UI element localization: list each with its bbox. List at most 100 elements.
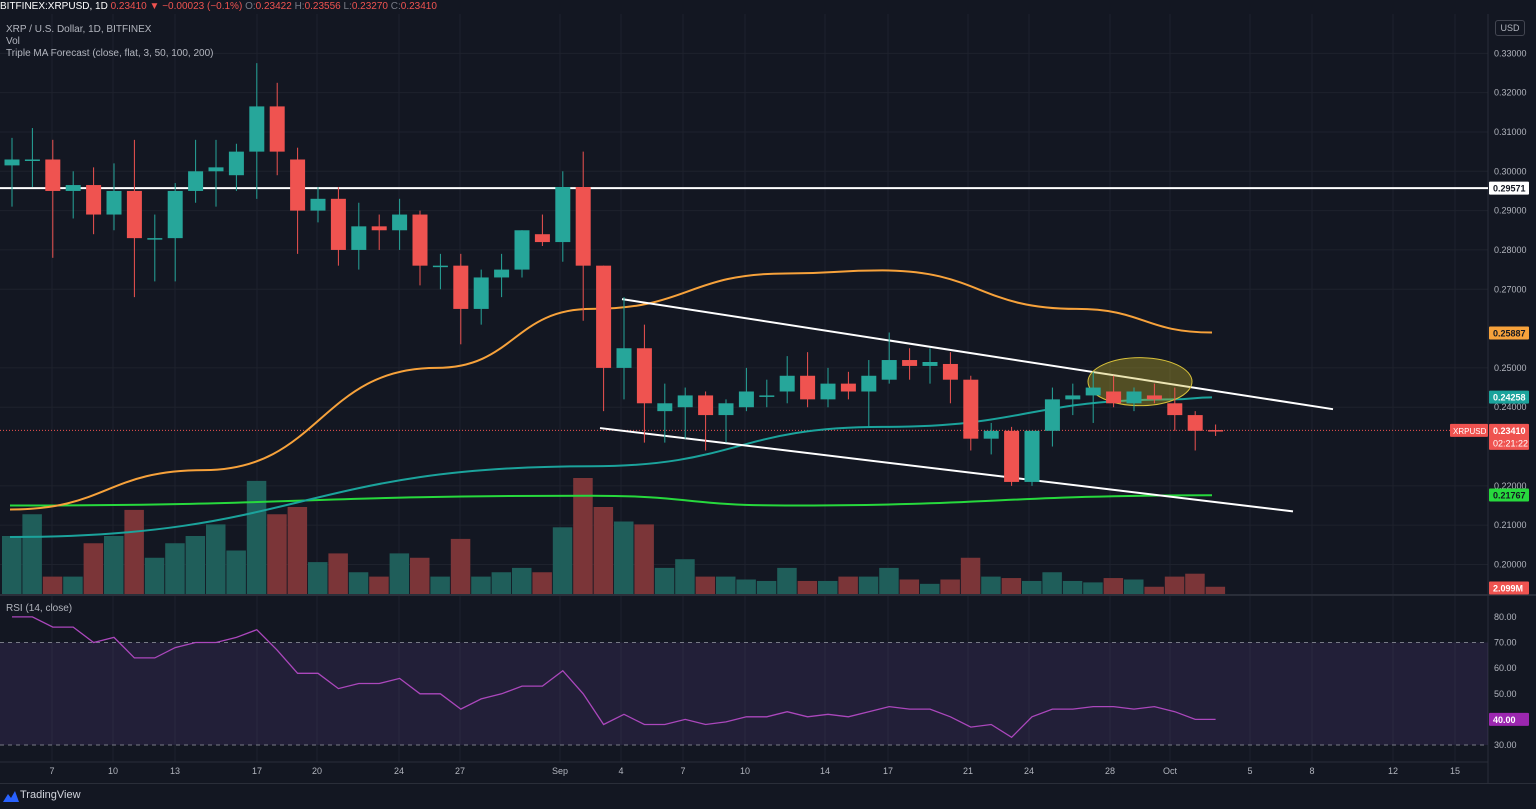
volume-bar bbox=[267, 514, 287, 594]
price-tick-label: 0.21000 bbox=[1494, 520, 1527, 530]
candle-body bbox=[330, 198, 346, 250]
volume-bar bbox=[838, 576, 858, 594]
time-tick-label: 20 bbox=[312, 766, 322, 776]
footer: TradingView bbox=[0, 783, 1536, 809]
resistance-price-label: 0.29571 bbox=[1493, 184, 1526, 194]
price-tick-label: 0.27000 bbox=[1494, 284, 1527, 294]
legend-volume[interactable]: Vol bbox=[6, 36, 20, 47]
time-tick-label: 10 bbox=[108, 766, 118, 776]
candle-body bbox=[514, 230, 530, 270]
price-tick-label: 0.33000 bbox=[1494, 48, 1527, 58]
volume-bar bbox=[83, 543, 104, 594]
volume-bar bbox=[1042, 572, 1062, 594]
legend-title[interactable]: XRP / U.S. Dollar, 1D, BITFINEX bbox=[6, 24, 152, 35]
volume-bar bbox=[960, 557, 981, 594]
volume-bar bbox=[63, 576, 83, 594]
candle-body bbox=[1065, 395, 1081, 400]
time-tick-label: 21 bbox=[963, 766, 973, 776]
candle-body bbox=[167, 190, 183, 239]
currency-button[interactable]: USD bbox=[1495, 20, 1525, 36]
candle-body bbox=[840, 383, 856, 392]
close-value: 0.23410 bbox=[400, 1, 437, 12]
candle-body bbox=[1167, 403, 1183, 416]
time-tick-label: 24 bbox=[394, 766, 404, 776]
rsi-value-bg bbox=[1489, 712, 1529, 726]
symbol-name[interactable]: BITFINEX:XRPUSD, 1D bbox=[0, 1, 108, 12]
time-tick-label: 4 bbox=[618, 766, 623, 776]
time-tick-label: 7 bbox=[49, 766, 54, 776]
rsi-tick-label: 70.00 bbox=[1494, 638, 1517, 648]
symbol-header: BITFINEX:XRPUSD, 1D 0.23410 ▼ −0.00023 (… bbox=[0, 1, 437, 12]
candle-body bbox=[657, 403, 673, 412]
time-tick-label: 28 bbox=[1105, 766, 1115, 776]
volume-bar bbox=[593, 507, 614, 594]
price-chart[interactable]: 7 10 13 17 20 24 27 Sep 4 7 10 14 17 21 24 28 Oct 5 8 12 15 0… bbox=[0, 0, 1536, 783]
candle-body bbox=[106, 190, 122, 215]
volume-bar bbox=[634, 524, 654, 594]
volume-bar bbox=[22, 514, 42, 594]
volume-bar bbox=[1124, 579, 1144, 594]
brand-name[interactable]: TradingView bbox=[20, 789, 81, 801]
last-name-bg bbox=[1450, 423, 1488, 437]
candle-body bbox=[902, 360, 918, 366]
time-tick-label: 15 bbox=[1450, 766, 1460, 776]
volume-bar bbox=[185, 536, 206, 594]
candle-body bbox=[412, 214, 428, 266]
price-tick-label: 0.30000 bbox=[1494, 166, 1527, 176]
volume-bar bbox=[246, 480, 267, 594]
volume-bar bbox=[104, 536, 124, 594]
candle-body bbox=[1085, 387, 1101, 396]
time-tick-label: 5 bbox=[1247, 766, 1252, 776]
candle-body bbox=[126, 190, 142, 239]
resistance-price-label-bg bbox=[1489, 181, 1529, 195]
volume-bar bbox=[410, 557, 430, 594]
price-change: −0.00023 (−0.1%) bbox=[162, 1, 243, 12]
time-tick-label: Oct bbox=[1163, 766, 1178, 776]
time-tick-label: 8 bbox=[1309, 766, 1314, 776]
volume-bar bbox=[695, 576, 716, 594]
candle-body bbox=[249, 106, 265, 152]
legend-rsi[interactable]: RSI (14, close) bbox=[6, 603, 73, 614]
volume-bar bbox=[654, 567, 675, 594]
price-tick-label: 0.28000 bbox=[1494, 245, 1527, 255]
candle-body bbox=[24, 159, 40, 161]
volume-bar bbox=[981, 576, 1001, 594]
volume-bar bbox=[1205, 586, 1226, 594]
time-tick-label: Sep bbox=[552, 766, 568, 776]
volume-bar bbox=[430, 576, 450, 594]
candle-body bbox=[963, 379, 979, 439]
price-tick-label: 0.29000 bbox=[1494, 206, 1527, 216]
candle-body bbox=[310, 198, 326, 211]
candle-body bbox=[820, 383, 836, 400]
time-tick-label: 10 bbox=[740, 766, 750, 776]
volume-bar bbox=[1001, 578, 1022, 594]
candle-body bbox=[1004, 430, 1020, 482]
candle-body bbox=[1146, 395, 1162, 400]
candle-body bbox=[555, 187, 571, 243]
candle-body bbox=[1024, 430, 1040, 482]
last-price-label: 0.23410 bbox=[1493, 426, 1526, 436]
volume-bar bbox=[573, 478, 593, 594]
volume-bar bbox=[42, 576, 63, 594]
candle-body bbox=[1187, 415, 1203, 431]
volume-bar bbox=[124, 509, 144, 594]
rsi-tick-label: 80.00 bbox=[1494, 612, 1517, 622]
candle-body bbox=[65, 185, 81, 191]
volume-bar bbox=[756, 580, 777, 594]
price-tick-label: 0.20000 bbox=[1494, 560, 1527, 570]
candle-body bbox=[800, 375, 816, 400]
ma100-price-label-bg bbox=[1489, 390, 1529, 404]
ma200-price-label-bg bbox=[1489, 488, 1529, 502]
candle-body bbox=[351, 226, 367, 250]
channel-upper-line bbox=[621, 298, 1334, 411]
tradingview-logo-icon[interactable] bbox=[3, 791, 19, 802]
legend-ma[interactable]: Triple MA Forecast (close, flat, 3, 50, … bbox=[6, 48, 214, 59]
ma50-price-label-bg bbox=[1489, 326, 1529, 340]
volume-bar bbox=[920, 583, 940, 594]
open-label: O: bbox=[245, 1, 256, 12]
price-tick-label: 0.31000 bbox=[1494, 127, 1527, 137]
time-tick-label: 27 bbox=[455, 766, 465, 776]
volume-bar bbox=[858, 576, 879, 594]
time-tick-label: 24 bbox=[1024, 766, 1034, 776]
candle-body bbox=[575, 187, 591, 266]
